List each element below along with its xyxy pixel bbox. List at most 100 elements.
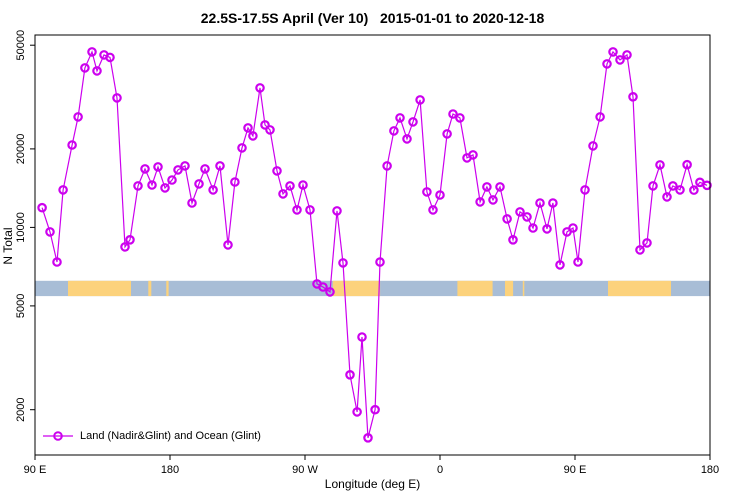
data-point xyxy=(482,182,492,192)
data-point xyxy=(382,161,392,171)
data-point xyxy=(662,192,672,202)
data-point xyxy=(655,160,665,170)
data-point xyxy=(608,47,618,57)
data-point xyxy=(455,113,465,123)
data-point xyxy=(105,52,115,63)
data-point xyxy=(573,257,583,267)
land-band-segment xyxy=(332,280,381,297)
data-point xyxy=(260,120,270,130)
data-point xyxy=(187,198,197,208)
data-point xyxy=(208,185,218,195)
data-point xyxy=(345,369,355,380)
land-band-segment xyxy=(608,280,671,297)
y-tick-label: 50000 xyxy=(15,30,27,61)
data-point xyxy=(415,95,425,105)
data-point xyxy=(153,162,163,172)
data-point xyxy=(200,164,210,174)
data-point xyxy=(515,207,525,217)
data-point xyxy=(37,202,47,213)
data-point xyxy=(689,185,699,195)
x-tick-label: 180 xyxy=(701,464,719,476)
y-tick-label: 10000 xyxy=(15,212,27,243)
data-point xyxy=(133,181,143,191)
series-line xyxy=(41,50,708,438)
land-band-segment xyxy=(68,280,131,297)
data-point xyxy=(668,181,678,191)
data-point xyxy=(402,134,412,144)
data-point xyxy=(435,190,445,200)
data-point xyxy=(468,150,478,160)
x-tick-label: 90 E xyxy=(564,464,587,476)
data-point xyxy=(675,185,685,195)
data-point xyxy=(448,109,458,119)
data-point xyxy=(375,257,385,267)
data-point xyxy=(642,238,652,248)
x-tick-label: 180 xyxy=(161,464,179,476)
data-point xyxy=(215,161,225,171)
data-point xyxy=(45,227,55,237)
data-point xyxy=(442,129,452,139)
data-point xyxy=(285,181,295,191)
y-tick-label: 2000 xyxy=(15,397,27,421)
data-point xyxy=(528,223,538,233)
data-point xyxy=(475,197,485,207)
data-point xyxy=(548,198,558,208)
data-point xyxy=(702,180,712,191)
data-point xyxy=(52,257,62,267)
data-point xyxy=(265,125,275,135)
data-point xyxy=(237,143,247,153)
data-point xyxy=(73,112,83,122)
x-tick-label: 90 E xyxy=(24,464,47,476)
data-point xyxy=(278,189,288,199)
plot-border xyxy=(34,34,711,456)
legend-marker-icon xyxy=(43,431,73,441)
data-point xyxy=(628,92,638,102)
y-axis-title: N Total xyxy=(1,227,15,265)
data-point xyxy=(428,205,438,215)
chart-title: 22.5S-17.5S April (Ver 10) 2015-01-01 to… xyxy=(200,10,545,26)
data-point xyxy=(248,131,258,141)
data-point xyxy=(80,63,90,73)
data-point xyxy=(422,187,432,197)
legend-label: Land (Nadir&Glint) and Ocean (Glint) xyxy=(80,430,261,442)
data-point xyxy=(568,223,578,233)
data-point xyxy=(112,93,122,103)
x-tick-label: 90 W xyxy=(292,464,318,476)
data-point xyxy=(522,212,532,222)
data-point xyxy=(508,235,518,245)
data-point xyxy=(580,185,590,195)
land-band-segment xyxy=(505,280,514,297)
data-point xyxy=(194,179,204,189)
data-point xyxy=(555,260,565,270)
data-point xyxy=(389,126,399,136)
data-point xyxy=(173,165,183,175)
data-point xyxy=(305,205,315,215)
data-point xyxy=(588,141,598,151)
legend: Land (Nadir&Glint) and Ocean (Glint) xyxy=(42,429,261,443)
data-point xyxy=(223,240,233,250)
data-point xyxy=(363,432,373,443)
data-point xyxy=(615,55,625,65)
data-point xyxy=(682,159,692,170)
data-point xyxy=(502,214,512,224)
data-point xyxy=(140,164,150,174)
data-point xyxy=(648,181,658,191)
data-point xyxy=(160,183,170,193)
land-band-segment xyxy=(166,280,169,297)
data-point xyxy=(272,166,282,176)
y-tick-label: 20000 xyxy=(15,134,27,165)
land-band-segment xyxy=(522,280,525,297)
data-point xyxy=(230,177,240,187)
data-point xyxy=(180,161,190,171)
data-point xyxy=(255,83,265,93)
data-point xyxy=(595,112,605,122)
data-point xyxy=(298,180,308,190)
data-point xyxy=(357,332,367,342)
data-point xyxy=(292,205,302,215)
data-point xyxy=(243,123,253,133)
data-point xyxy=(147,180,157,190)
data-point xyxy=(325,287,335,297)
data-point xyxy=(352,407,362,417)
